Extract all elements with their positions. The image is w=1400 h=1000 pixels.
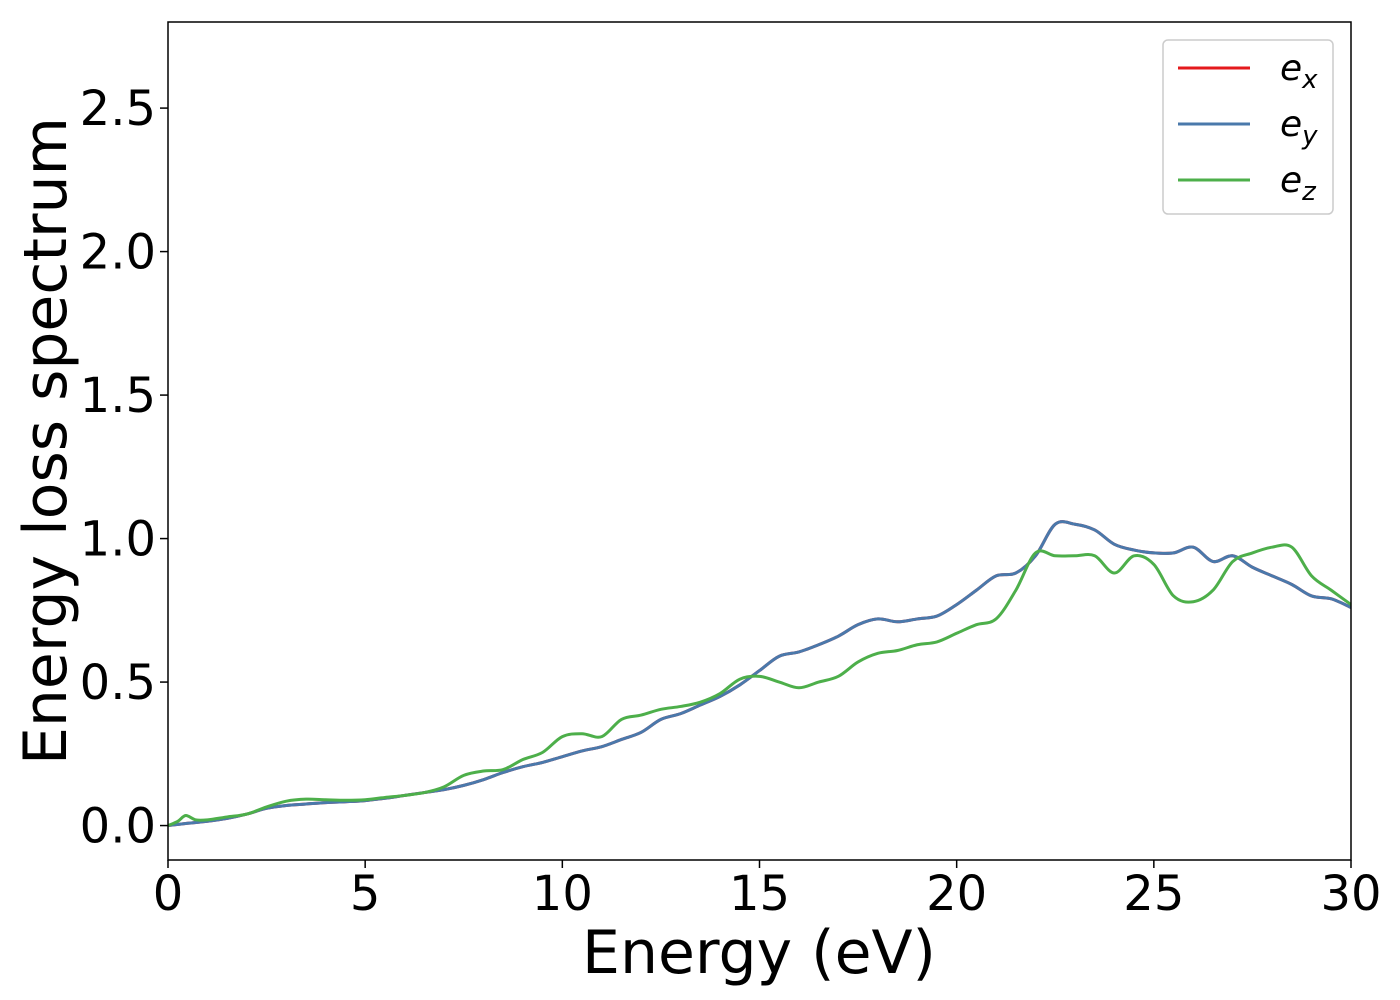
series-line-e-z bbox=[168, 543, 1351, 828]
legend-label-subscript: y bbox=[1301, 121, 1318, 151]
y-tick-label: 2.0 bbox=[80, 225, 156, 281]
legend-label-subscript: z bbox=[1301, 177, 1317, 207]
x-tick-label: 20 bbox=[926, 866, 987, 922]
x-tick-label: 30 bbox=[1320, 866, 1381, 922]
legend-label-base: e bbox=[1280, 104, 1302, 145]
legend-label-subscript: x bbox=[1301, 65, 1318, 95]
legend-label-base: e bbox=[1280, 48, 1302, 89]
y-tick-label: 0.0 bbox=[80, 799, 156, 855]
legend-box bbox=[1162, 39, 1334, 215]
y-tick-label: 2.5 bbox=[80, 81, 156, 137]
x-tick-label: 0 bbox=[153, 866, 184, 922]
x-tick-label: 15 bbox=[729, 866, 790, 922]
x-tick-label: 10 bbox=[532, 866, 593, 922]
y-axis-label: Energy loss spectrum bbox=[11, 117, 81, 765]
legend-label-e-x: ex bbox=[1280, 48, 1318, 95]
legend-label-e-z: ez bbox=[1280, 160, 1317, 207]
legend-label-e-y: ey bbox=[1280, 104, 1318, 151]
x-axis: 0 5 10 15 20 25 30 bbox=[153, 860, 1382, 922]
legend-label-base: e bbox=[1280, 160, 1302, 201]
y-tick-label: 1.0 bbox=[80, 512, 156, 568]
x-tick-label: 25 bbox=[1123, 866, 1184, 922]
series-layer bbox=[168, 520, 1351, 828]
x-tick-label: 5 bbox=[350, 866, 381, 922]
y-tick-label: 0.5 bbox=[80, 655, 156, 711]
y-tick-label: 1.5 bbox=[80, 368, 156, 424]
y-axis: 0.0 0.5 1.0 1.5 2.0 2.5 bbox=[80, 81, 168, 855]
x-axis-label: Energy (eV) bbox=[582, 918, 936, 988]
